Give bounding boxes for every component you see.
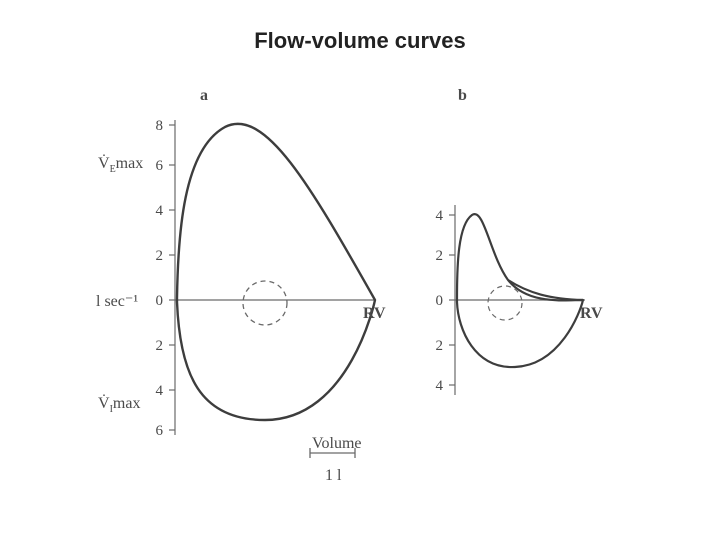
rv-label-a: RV	[363, 305, 386, 323]
svg-text:0: 0	[436, 293, 444, 309]
svg-text:4: 4	[436, 208, 444, 224]
panel-a-label: a	[200, 87, 208, 105]
svg-text:8: 8	[156, 118, 164, 134]
svg-text:4: 4	[156, 203, 164, 219]
svg-text:4: 4	[436, 378, 444, 394]
volume-unit-label: 1 l	[325, 467, 341, 485]
svg-text:6: 6	[156, 158, 164, 174]
svg-text:2: 2	[436, 248, 444, 264]
volume-label: Volume	[312, 435, 361, 453]
svg-text:6: 6	[156, 423, 164, 439]
page-title: Flow-volume curves	[0, 28, 720, 54]
panel-b-label: b	[458, 87, 467, 105]
diagram-stage: 0246824602424 a l sec⁻¹ V̇Emax V̇Imax RV…	[60, 95, 660, 505]
unit-label: l sec⁻¹	[96, 291, 138, 311]
svg-text:2: 2	[436, 338, 444, 354]
svg-text:0: 0	[156, 293, 164, 309]
ve-max-label: V̇Emax	[98, 155, 143, 175]
vi-max-label: V̇Imax	[98, 395, 140, 415]
svg-text:2: 2	[156, 338, 164, 354]
svg-text:4: 4	[156, 383, 164, 399]
rv-label-b: RV	[580, 305, 603, 323]
svg-text:2: 2	[156, 248, 164, 264]
